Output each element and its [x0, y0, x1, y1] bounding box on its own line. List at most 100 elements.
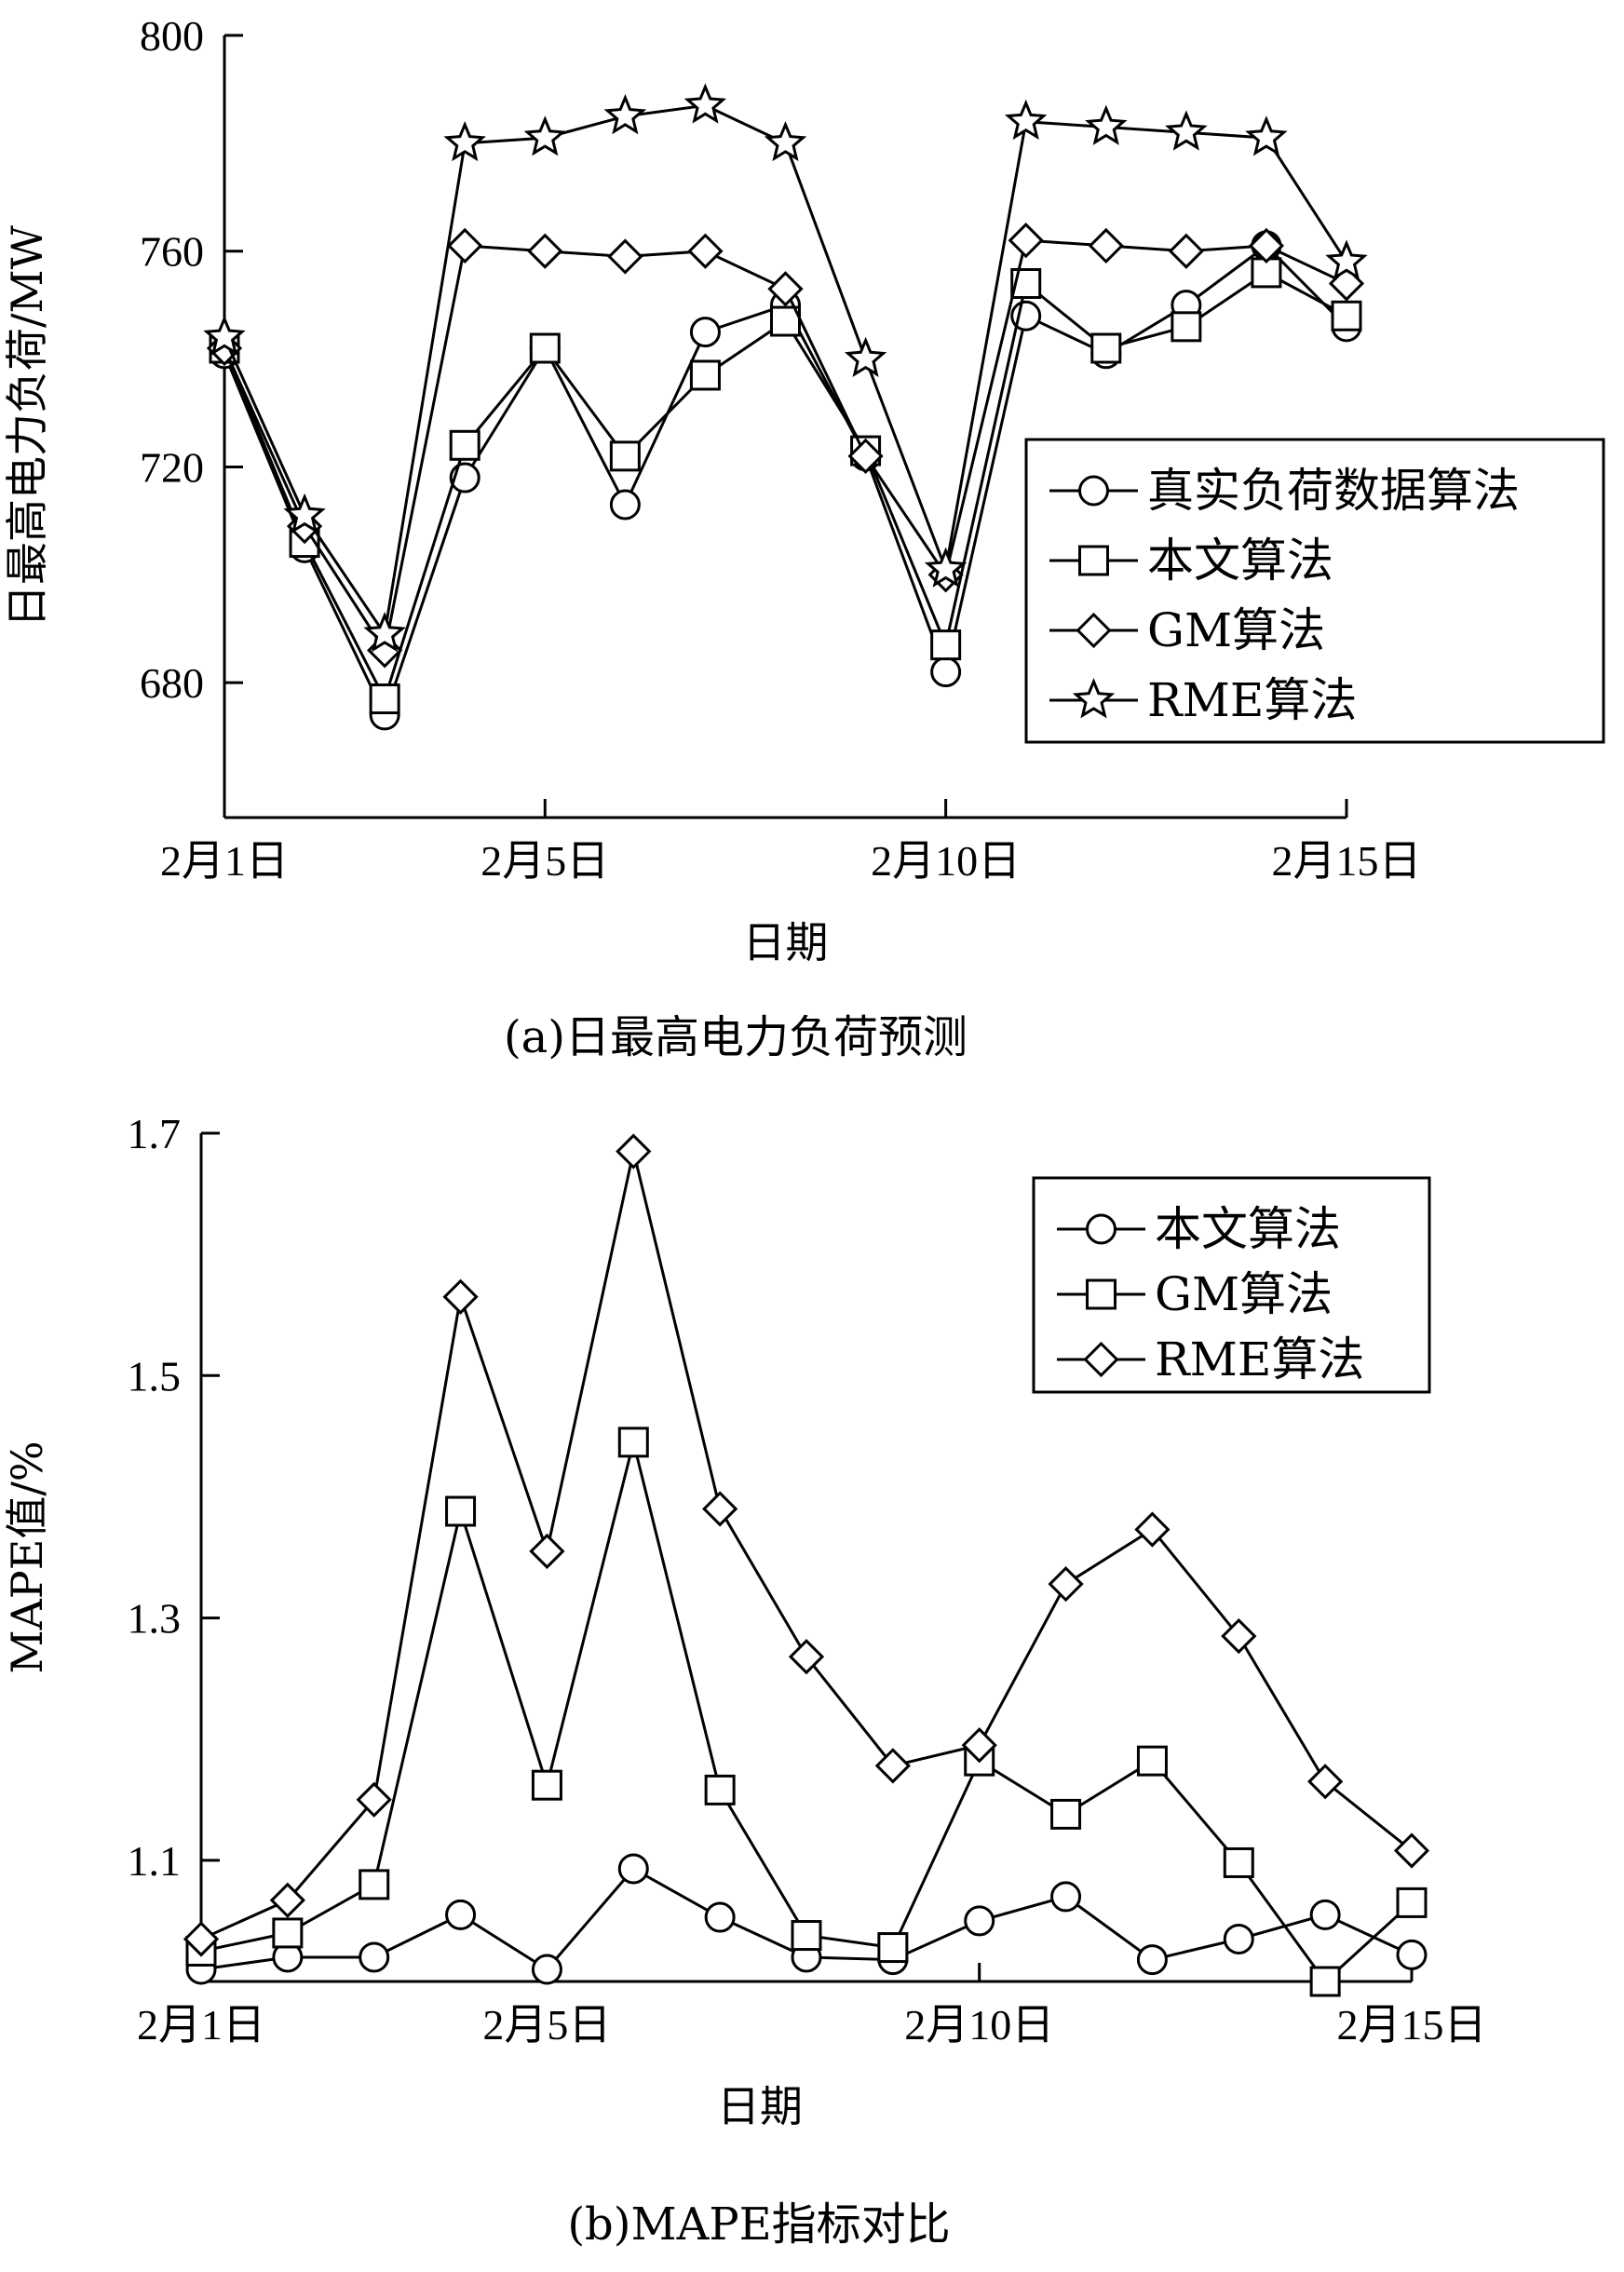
data-point	[442, 1278, 479, 1315]
data-point	[203, 315, 246, 356]
data-point	[930, 629, 962, 661]
data-point	[1396, 1887, 1428, 1918]
data-point	[531, 1769, 562, 1801]
y-tick-label: 1.5	[128, 1352, 182, 1400]
data-point	[603, 93, 647, 135]
data-point	[1393, 1832, 1430, 1869]
y-tick-label: 760	[140, 228, 204, 276]
x-tick-label: 2月10日	[904, 2001, 1054, 2049]
y-tick-label: 1.3	[128, 1595, 182, 1643]
data-point	[930, 656, 962, 688]
data-point	[529, 332, 561, 364]
x-tick-label: 2月5日	[480, 837, 609, 885]
data-point	[844, 336, 887, 377]
x-tick-label: 2月5日	[482, 2001, 611, 2049]
data-point	[687, 233, 724, 269]
chart-caption: (a)日最高电力负荷预测	[504, 1011, 968, 1063]
x-axis-title: 日期	[717, 2081, 803, 2131]
data-point	[617, 1427, 649, 1458]
data-point	[617, 1853, 649, 1885]
data-point	[359, 1941, 390, 1973]
data-point	[183, 1921, 220, 1957]
data-point	[607, 238, 643, 275]
data-point	[1223, 1846, 1254, 1878]
data-point	[449, 429, 480, 461]
data-point	[702, 1491, 738, 1527]
data-point	[1048, 1566, 1084, 1603]
data-point	[369, 683, 400, 715]
data-point	[523, 115, 567, 156]
data-point	[1165, 110, 1208, 151]
legend-label: GM算法	[1155, 1267, 1333, 1321]
data-point	[1090, 332, 1122, 364]
legend-marker	[1078, 475, 1109, 507]
y-tick-label: 1.1	[128, 1837, 182, 1885]
legend-marker	[1072, 678, 1116, 719]
data-point	[924, 547, 968, 588]
legend-marker	[1078, 545, 1109, 576]
chart-caption: (b)MAPE指标对比	[567, 2198, 950, 2251]
data-point	[527, 233, 563, 269]
data-point	[443, 121, 486, 162]
data-point	[445, 1495, 477, 1527]
data-point	[1331, 300, 1362, 331]
x-axis-title: 日期	[743, 917, 829, 967]
data-point	[272, 1917, 304, 1949]
data-point	[1085, 104, 1128, 145]
data-point	[791, 1920, 822, 1952]
data-point	[689, 317, 721, 348]
data-point	[1008, 223, 1044, 259]
data-point	[1088, 227, 1124, 264]
series-4	[203, 83, 1368, 653]
data-point	[445, 1899, 477, 1930]
data-point	[764, 121, 807, 162]
x-tick-label: 2月10日	[871, 837, 1021, 885]
data-point	[689, 359, 721, 391]
data-point	[788, 1639, 825, 1675]
legend-marker	[1083, 1341, 1119, 1378]
legend: 本文算法 GM算法 RME算法	[1032, 1176, 1431, 1394]
series-line	[200, 1441, 1414, 1984]
data-point	[359, 1869, 390, 1900]
legend-label: 本文算法	[1155, 1202, 1341, 1256]
x-tick-label: 2月15日	[1337, 2001, 1487, 2049]
y-axis-title: 日最高电力负荷/MW	[2, 224, 52, 628]
data-point	[1004, 99, 1048, 141]
data-point	[1248, 227, 1285, 264]
data-point	[616, 1133, 652, 1170]
y-tick-label: 1.7	[128, 1110, 182, 1157]
data-point	[877, 1932, 909, 1964]
data-point	[1168, 233, 1204, 269]
data-point	[704, 1774, 736, 1805]
x-tick-label: 2月1日	[160, 837, 289, 885]
y-tick-label: 800	[140, 12, 204, 60]
series-2	[185, 1427, 1428, 1997]
legend-label: RME算法	[1155, 1332, 1364, 1386]
data-point	[1307, 1764, 1344, 1800]
data-point	[1136, 1745, 1168, 1777]
data-point	[683, 83, 727, 124]
y-axis-title: MAPE值/%	[2, 1440, 52, 1673]
data-point	[1136, 1944, 1168, 1976]
x-tick-label: 2月1日	[137, 2001, 265, 2049]
data-point	[283, 493, 326, 534]
data-point	[961, 1727, 997, 1764]
data-point	[363, 612, 406, 653]
data-point	[1325, 239, 1368, 280]
data-point	[1396, 1939, 1428, 1970]
data-point	[847, 438, 884, 474]
legend-marker	[1086, 1278, 1116, 1310]
data-point	[356, 1781, 392, 1818]
data-point	[1171, 311, 1202, 343]
data-point	[1050, 1798, 1082, 1830]
legend-label: 真实负荷数据算法	[1147, 464, 1520, 518]
data-point	[1221, 1617, 1257, 1655]
data-point	[964, 1905, 995, 1937]
data-point	[447, 227, 483, 264]
data-point	[529, 1533, 565, 1570]
data-point	[1309, 1899, 1341, 1930]
